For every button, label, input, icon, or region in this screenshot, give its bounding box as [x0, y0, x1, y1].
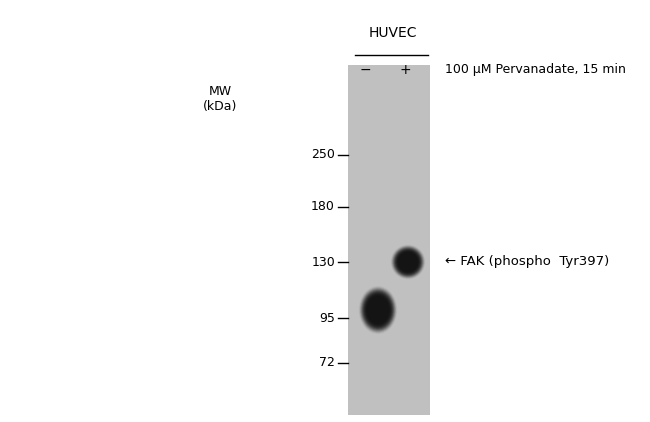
Ellipse shape — [364, 293, 392, 327]
Ellipse shape — [363, 291, 393, 329]
Ellipse shape — [371, 301, 385, 319]
Ellipse shape — [393, 246, 424, 278]
Text: HUVEC: HUVEC — [369, 26, 417, 40]
Ellipse shape — [395, 248, 422, 276]
Ellipse shape — [365, 294, 391, 327]
Ellipse shape — [369, 299, 387, 321]
Ellipse shape — [363, 292, 393, 328]
Text: +: + — [399, 63, 411, 77]
Ellipse shape — [361, 288, 395, 332]
Text: MW
(kDa): MW (kDa) — [203, 85, 237, 113]
Ellipse shape — [370, 300, 385, 319]
Text: −: − — [359, 63, 370, 77]
Ellipse shape — [399, 253, 417, 271]
Ellipse shape — [359, 287, 396, 333]
Ellipse shape — [393, 247, 423, 277]
Ellipse shape — [402, 256, 413, 268]
Ellipse shape — [404, 258, 412, 266]
Ellipse shape — [365, 295, 391, 326]
Ellipse shape — [396, 250, 420, 274]
Text: 72: 72 — [319, 357, 335, 370]
Ellipse shape — [374, 306, 382, 314]
Text: 250: 250 — [311, 149, 335, 162]
Ellipse shape — [362, 290, 394, 330]
Text: 130: 130 — [311, 255, 335, 268]
Ellipse shape — [367, 296, 389, 324]
Ellipse shape — [404, 257, 413, 266]
Ellipse shape — [369, 298, 388, 322]
Ellipse shape — [367, 297, 389, 323]
Ellipse shape — [395, 249, 421, 275]
Ellipse shape — [370, 300, 386, 320]
Ellipse shape — [402, 256, 414, 268]
Ellipse shape — [400, 254, 415, 270]
Ellipse shape — [397, 252, 419, 273]
Ellipse shape — [372, 303, 384, 317]
Ellipse shape — [398, 252, 418, 272]
Ellipse shape — [366, 295, 390, 325]
Ellipse shape — [392, 246, 424, 278]
Ellipse shape — [361, 289, 395, 331]
Ellipse shape — [391, 245, 424, 279]
Text: 100 μM Pervanadate, 15 min: 100 μM Pervanadate, 15 min — [445, 63, 626, 76]
Ellipse shape — [372, 302, 384, 318]
Ellipse shape — [396, 251, 419, 273]
Bar — [348, 65, 430, 415]
Text: 180: 180 — [311, 200, 335, 214]
Ellipse shape — [401, 255, 415, 269]
Text: 95: 95 — [319, 311, 335, 325]
Text: ← FAK (phospho  Tyr397): ← FAK (phospho Tyr397) — [445, 255, 609, 268]
Ellipse shape — [360, 287, 396, 333]
Ellipse shape — [403, 257, 413, 267]
Ellipse shape — [405, 259, 411, 265]
Ellipse shape — [374, 305, 382, 315]
Ellipse shape — [400, 254, 416, 270]
Ellipse shape — [398, 253, 417, 271]
Ellipse shape — [373, 304, 383, 316]
Ellipse shape — [394, 248, 422, 276]
Ellipse shape — [396, 249, 421, 274]
